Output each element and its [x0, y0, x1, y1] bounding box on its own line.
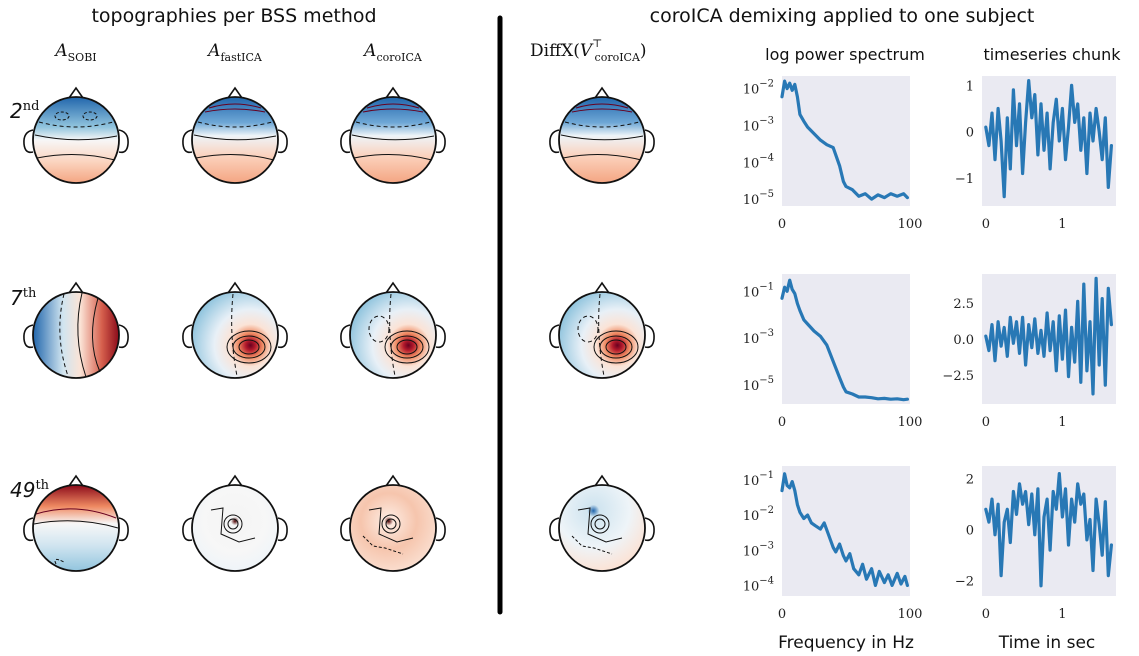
head-topomap-r3-c4	[549, 474, 655, 572]
spectrum-row-2: 10−1 10−3 10−5 0 100	[743, 274, 923, 430]
spectrum-row-2-ytick-3: 10−5	[743, 375, 774, 394]
timeseries-row-2-ytick-3: −2.5	[942, 369, 974, 384]
spectrum-row-1: 10−2 10−3 10−4 10−5 0 100	[743, 76, 923, 232]
spectrum-row-3-ytick-3: 10−3	[743, 540, 774, 559]
head-topomap-r2-c4	[549, 281, 655, 379]
timeseries-row-1-ytick-1: 1	[966, 79, 974, 94]
head-topomap-r3-c3	[340, 474, 446, 572]
spectrum-row-1-ytick-2: 10−3	[743, 115, 774, 134]
timeseries-row-2-xtick-2: 1	[1058, 415, 1066, 430]
timeseries-row-2-ytick-2: 0.0	[953, 333, 974, 348]
row-labels: 2nd 7th 49th	[10, 99, 50, 502]
row-label-1: 2nd	[10, 99, 39, 123]
spectrum-row-1-xtick-2: 100	[898, 217, 923, 232]
timeseries-row-1-ytick-3: −1	[955, 172, 974, 187]
timeseries-row-2-ytick-1: 2.5	[953, 297, 974, 312]
timeseries-row-3-ytick-3: −2	[955, 575, 974, 590]
head-topomap-r3-c2	[182, 474, 288, 572]
spectrum-row-3: 10−1 10−2 10−3 10−4 0 100	[743, 466, 923, 622]
method-label-3: AcoroICA	[362, 41, 423, 64]
head-topomap-r3-c1	[23, 474, 129, 572]
spectrum-row-3-xtick-2: 100	[898, 607, 923, 622]
head-topomap-r1-c4	[549, 86, 655, 184]
head-topomap-r1-c1	[23, 86, 129, 184]
head-topomap-r2-c2	[182, 281, 288, 379]
spectrum-row-1-series-line	[780, 79, 909, 201]
timeseries-row-3-ytick-2: 0	[966, 524, 974, 539]
spectrum-row-2-series-line	[780, 278, 909, 402]
spectrum-row-3-series-line	[780, 472, 909, 587]
row-label-2: 7th	[10, 286, 37, 310]
timeseries-row-1: 1 0 −1 0 1	[955, 76, 1116, 232]
right-panel-title: coroICA demixing applied to one subject	[650, 5, 1035, 27]
spectrum-row-3-ytick-2: 10−2	[743, 505, 774, 524]
head-topomap-r2-c1	[23, 281, 129, 379]
head-topomap-r1-c2	[182, 86, 288, 184]
timeseries-row-1-xtick-1: 0	[982, 217, 990, 232]
timeseries-row-1-ytick-2: 0	[966, 126, 974, 141]
timeseries-row-2-series-line	[984, 276, 1113, 396]
x-axis-label-frequency: Frequency in Hz	[778, 633, 914, 653]
method-label-1: ASOBI	[53, 41, 96, 64]
topography-grid	[23, 86, 655, 572]
timeseries-row-1-series-line	[984, 79, 1113, 199]
spectrum-row-2-xtick-1: 0	[778, 415, 786, 430]
timeseries-row-3-series-line	[984, 472, 1113, 588]
spectrum-row-2-ytick-2: 10−3	[743, 328, 774, 347]
timeseries-row-3: 2 0 −2 0 1	[955, 466, 1116, 622]
spectrum-row-3-xtick-1: 0	[778, 607, 786, 622]
row-label-3: 49th	[10, 478, 50, 502]
spectrum-row-1-ytick-4: 10−5	[743, 189, 774, 208]
spectrum-row-2-background	[782, 274, 910, 404]
method-label-2: AfastICA	[206, 41, 263, 64]
head-topomap-r2-c3	[340, 281, 446, 379]
timeseries-row-3-ytick-1: 2	[966, 473, 974, 488]
spectrum-row-1-ytick-3: 10−4	[743, 152, 774, 171]
spectrum-row-1-xtick-1: 0	[778, 217, 786, 232]
spectrum-row-2-xtick-2: 100	[898, 415, 923, 430]
timeseries-row-2: 2.5 0.0 −2.5 0 1	[942, 274, 1116, 430]
timeseries-row-3-xtick-1: 0	[982, 607, 990, 622]
spectrum-row-3-background	[782, 466, 910, 596]
x-axis-label-time: Time in sec	[998, 633, 1096, 653]
method-labels: ASOBI AfastICA AcoroICA	[53, 41, 423, 64]
timeseries-row-1-xtick-2: 1	[1058, 217, 1066, 232]
spectrum-row-3-ytick-1: 10−1	[743, 470, 774, 489]
timeseries-row-3-xtick-2: 1	[1058, 607, 1066, 622]
spectrum-row-1-ytick-1: 10−2	[743, 79, 774, 98]
left-panel-title: topographies per BSS method	[91, 5, 376, 27]
timeseries-row-2-xtick-1: 0	[982, 415, 990, 430]
head-topomap-r1-c3	[340, 86, 446, 184]
timeseries-column-title: timeseries chunk	[983, 45, 1121, 64]
spectrum-row-2-ytick-1: 10−1	[743, 281, 774, 300]
diffx-label: DiffX(V⊤ coroICA)	[530, 37, 647, 64]
spectrum-column-title: log power spectrum	[765, 45, 925, 64]
spectrum-row-3-ytick-4: 10−4	[743, 575, 774, 594]
